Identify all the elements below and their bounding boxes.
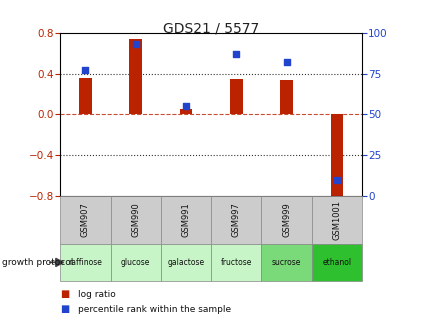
- Text: log ratio: log ratio: [77, 290, 115, 299]
- Bar: [330, 114, 342, 198]
- Text: GSM907: GSM907: [81, 202, 90, 237]
- Point: [182, 104, 189, 109]
- Bar: [280, 80, 292, 114]
- Text: galactose: galactose: [167, 258, 204, 267]
- Text: GSM997: GSM997: [231, 202, 240, 237]
- Text: percentile rank within the sample: percentile rank within the sample: [77, 304, 230, 314]
- Point: [232, 51, 239, 57]
- Text: fructose: fructose: [220, 258, 252, 267]
- Point: [283, 60, 289, 65]
- Text: glucose: glucose: [121, 258, 150, 267]
- Text: ethanol: ethanol: [322, 258, 350, 267]
- Text: GDS21 / 5577: GDS21 / 5577: [163, 21, 259, 35]
- Bar: [79, 77, 92, 114]
- Bar: [230, 79, 242, 114]
- Text: GSM999: GSM999: [282, 202, 290, 237]
- Text: GSM990: GSM990: [131, 202, 140, 237]
- Text: GSM991: GSM991: [181, 202, 190, 237]
- Text: growth protocol: growth protocol: [2, 258, 74, 267]
- Point: [333, 177, 340, 182]
- Text: sucrose: sucrose: [271, 258, 301, 267]
- Text: ■: ■: [60, 304, 69, 314]
- Point: [82, 68, 89, 73]
- Point: [132, 42, 139, 47]
- Text: raffinose: raffinose: [68, 258, 102, 267]
- Text: ■: ■: [60, 289, 69, 299]
- Text: GSM1001: GSM1001: [332, 200, 341, 240]
- Bar: [179, 109, 192, 114]
- Bar: [129, 39, 142, 114]
